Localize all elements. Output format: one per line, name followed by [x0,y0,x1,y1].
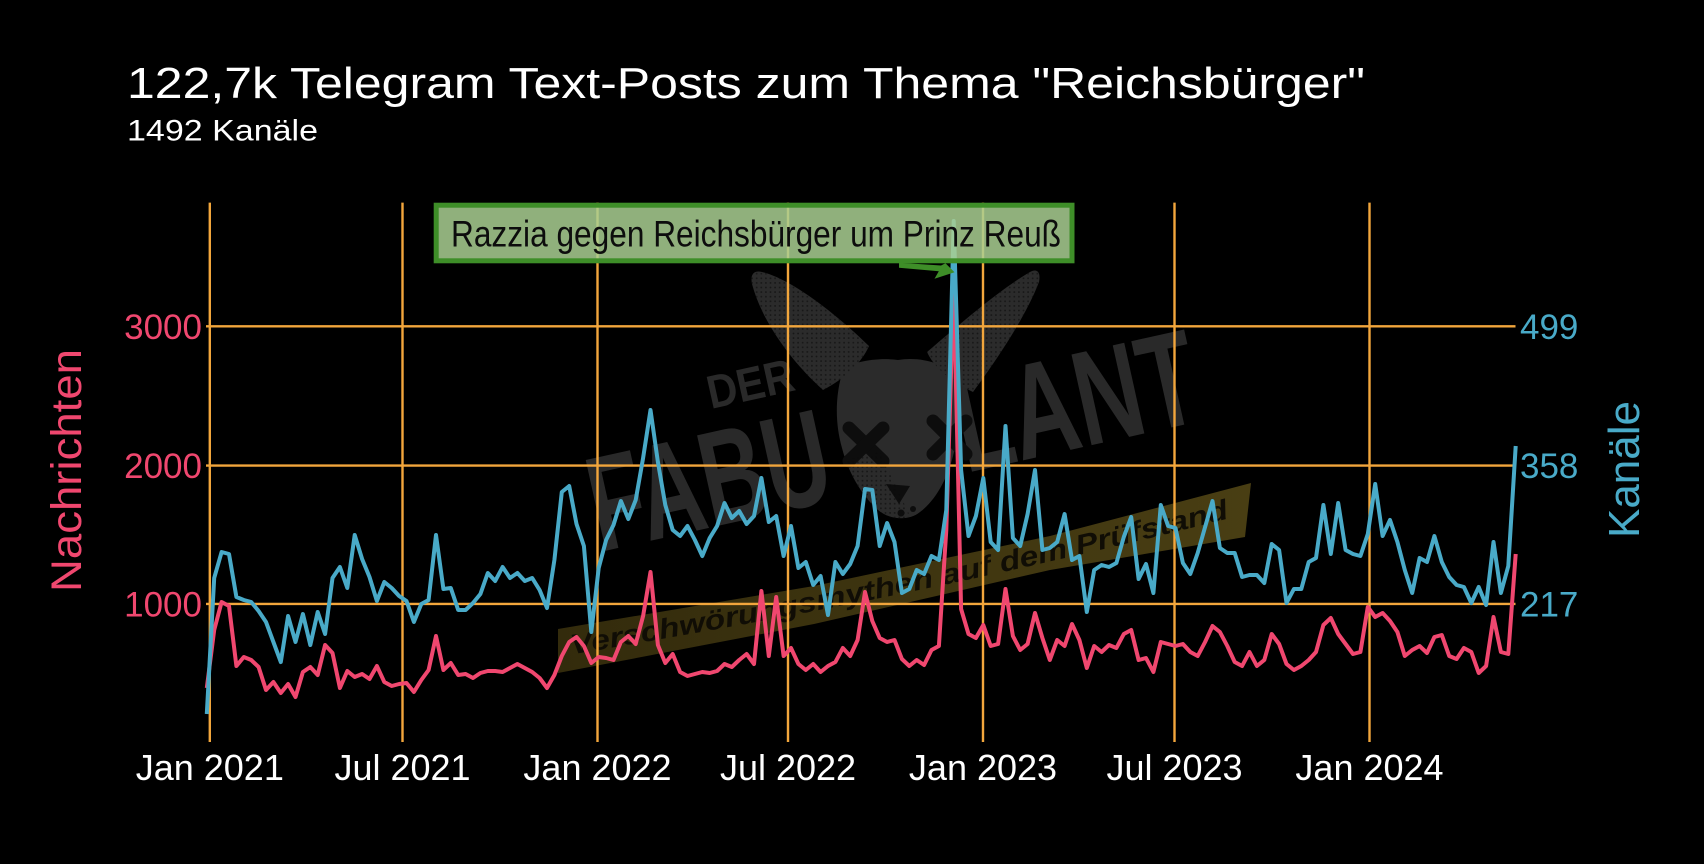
svg-text:3000: 3000 [124,308,202,347]
svg-text:Razzia gegen Reichsbürger um P: Razzia gegen Reichsbürger um Prinz Reuß [451,214,1061,255]
svg-text:Jan 2024: Jan 2024 [1295,747,1443,788]
svg-text:Kanäle: Kanäle [1600,401,1649,538]
svg-text:Jan 2022: Jan 2022 [523,747,671,788]
svg-text:Jan 2021: Jan 2021 [136,747,284,788]
svg-text:1492 Kanäle: 1492 Kanäle [127,115,318,148]
svg-text:Jul 2023: Jul 2023 [1106,747,1242,788]
svg-text:358: 358 [1520,447,1578,486]
svg-text:2000: 2000 [124,447,202,486]
svg-text:217: 217 [1520,585,1578,624]
svg-text:Jan 2023: Jan 2023 [909,747,1057,788]
svg-text:Jul 2021: Jul 2021 [334,747,470,788]
svg-text:499: 499 [1520,308,1578,347]
svg-text:122,7k Telegram Text-Posts zum: 122,7k Telegram Text-Posts zum Thema "Re… [127,59,1365,108]
svg-text:Nachrichten: Nachrichten [43,349,91,592]
svg-text:1000: 1000 [124,585,202,624]
svg-text:Jul 2022: Jul 2022 [720,747,856,788]
